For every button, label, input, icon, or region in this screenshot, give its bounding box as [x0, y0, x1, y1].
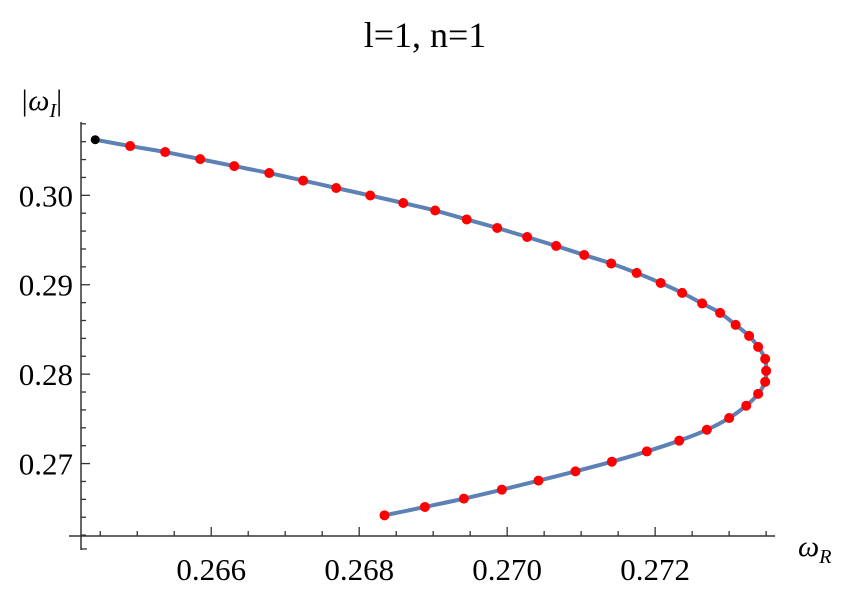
data-point — [331, 182, 342, 193]
data-point — [760, 376, 771, 387]
data-point — [715, 307, 726, 318]
chart-title: l=1, n=1 — [364, 15, 487, 55]
data-point — [741, 400, 752, 411]
data-point — [631, 267, 642, 278]
data-point — [697, 298, 708, 309]
data-point — [398, 198, 409, 209]
data-point — [753, 341, 764, 352]
x-tick-label: 0.270 — [472, 552, 542, 587]
data-point — [496, 484, 507, 495]
x-axis-label-sub: R — [818, 546, 831, 568]
data-point — [579, 249, 590, 260]
x-tick-label: 0.272 — [620, 552, 690, 587]
x-axis-label-main: ω — [798, 530, 819, 563]
data-point — [701, 424, 712, 435]
data-point — [677, 287, 688, 298]
data-point — [761, 365, 772, 376]
y-axis-label-sub: I — [48, 100, 57, 122]
y-tick-label: 0.27 — [19, 447, 73, 482]
data-point — [458, 493, 469, 504]
axes — [69, 122, 775, 550]
data-point — [730, 319, 741, 330]
y-tick-label: 0.29 — [19, 268, 73, 303]
data-point — [760, 353, 771, 364]
data-point — [724, 413, 735, 424]
data-point — [655, 277, 666, 288]
x-tick-label: 0.268 — [324, 552, 394, 587]
data-point — [195, 154, 206, 165]
data-point — [125, 141, 136, 152]
data-point — [606, 456, 617, 467]
y-tick-label: 0.28 — [19, 357, 73, 392]
y-axis-label-main: |ω — [20, 84, 49, 117]
data-point — [570, 466, 581, 477]
data-point — [229, 161, 240, 172]
data-point — [606, 258, 617, 269]
start-point — [90, 135, 100, 145]
tick-labels: 0.266 0.268 0.270 0.272 0.27 0.28 0.29 0.30 — [19, 178, 690, 587]
y-axis-label-close: | — [56, 84, 62, 117]
series — [90, 135, 772, 521]
data-point — [264, 168, 275, 179]
data-point — [533, 475, 544, 486]
x-axis-label: ωR — [798, 530, 831, 568]
data-point — [492, 222, 503, 233]
data-point — [160, 147, 171, 158]
data-point — [551, 240, 562, 251]
series-line — [93, 137, 769, 518]
data-point — [298, 175, 309, 186]
data-point — [365, 190, 376, 201]
data-point — [461, 214, 472, 225]
data-point — [674, 435, 685, 446]
data-point — [522, 231, 533, 242]
data-point — [379, 510, 390, 521]
data-point — [419, 501, 430, 512]
data-point — [753, 388, 764, 399]
y-tick-label: 0.30 — [19, 178, 73, 213]
x-tick-label: 0.266 — [176, 552, 246, 587]
data-point — [744, 330, 755, 341]
data-point — [430, 205, 441, 216]
data-point — [641, 446, 652, 457]
y-axis-label: |ωI| — [20, 84, 62, 122]
